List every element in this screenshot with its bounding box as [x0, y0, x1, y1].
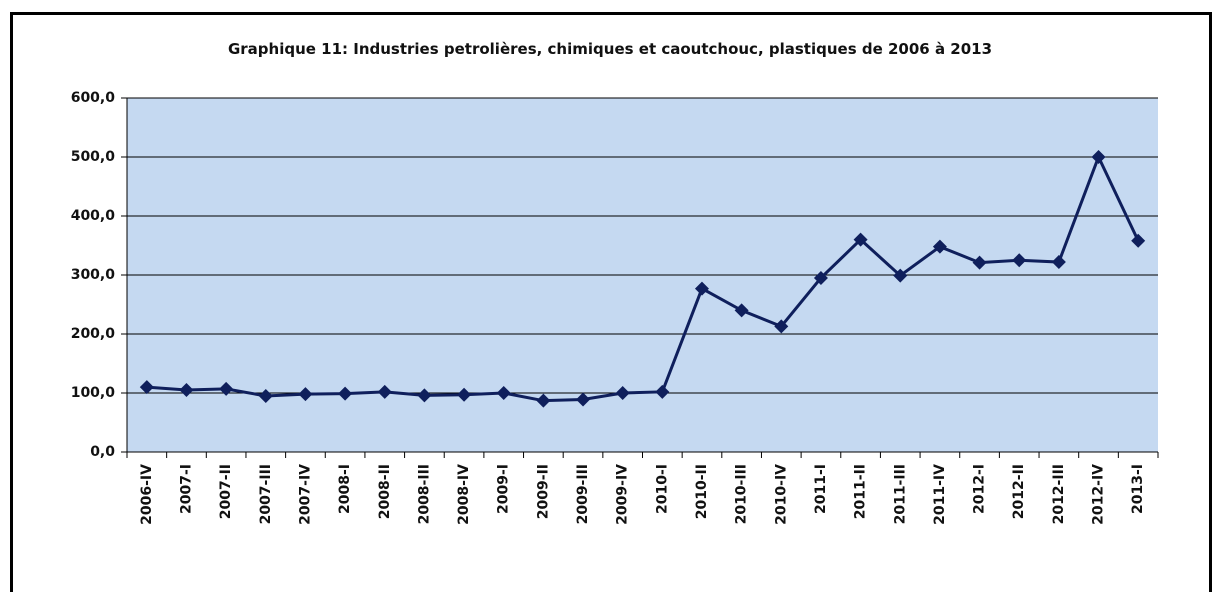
marker	[417, 388, 432, 403]
marker	[694, 281, 709, 296]
y-tick-label: 300,0	[71, 267, 116, 283]
marker	[655, 384, 670, 399]
frame	[10, 12, 1212, 592]
x-tick-label: 2008-IV	[456, 464, 472, 525]
y-tick-label: 400,0	[71, 208, 116, 224]
marker	[576, 392, 591, 407]
x-tick-label: 2012-I	[972, 464, 988, 514]
marker	[377, 384, 392, 399]
x-tick-label: 2012-III	[1051, 464, 1067, 524]
marker	[338, 386, 353, 401]
marker	[179, 383, 194, 398]
marker	[853, 232, 868, 247]
x-tick-label: 2009-I	[496, 464, 512, 514]
x-tick-label: 2008-II	[377, 464, 393, 519]
x-tick-label: 2008-III	[416, 464, 432, 524]
y-tick-label: 200,0	[71, 326, 116, 342]
y-tick-label: 600,0	[71, 90, 116, 106]
x-tick-label: 2011-III	[892, 464, 908, 524]
marker	[298, 387, 313, 402]
x-tick-label: 2007-IV	[297, 464, 313, 525]
marker	[1012, 253, 1027, 268]
x-tick-label: 2010-IV	[773, 464, 789, 525]
x-tick-label: 2011-IV	[932, 464, 948, 525]
x-tick-label: 2013-I	[1130, 464, 1146, 514]
marker	[774, 319, 789, 334]
marker	[813, 270, 828, 285]
marker	[1091, 150, 1106, 164]
marker	[219, 381, 234, 396]
marker	[972, 255, 987, 270]
x-tick-label: 2008-I	[337, 464, 353, 514]
marker	[932, 239, 947, 254]
x-tick-label: 2009-III	[575, 464, 591, 524]
marker	[536, 393, 551, 408]
y-tick-label: 500,0	[71, 149, 116, 165]
x-tick-label: 2010-III	[734, 464, 750, 524]
marker	[615, 386, 630, 400]
x-tick-label: 2012-II	[1011, 464, 1027, 519]
marker	[457, 387, 472, 402]
x-tick-label: 2011-I	[813, 464, 829, 514]
x-tick-label: 2007-I	[178, 464, 194, 514]
chart-title: Graphique 11: Industries petrolières, ch…	[227, 40, 993, 58]
marker	[734, 303, 749, 318]
marker	[139, 380, 154, 395]
y-tick-label: 0,0	[90, 444, 115, 460]
x-tick-label: 2007-II	[218, 464, 234, 519]
marker	[1051, 255, 1066, 270]
x-tick-label: 2007-III	[258, 464, 274, 524]
marker	[893, 268, 908, 283]
x-tick-label: 2010-II	[694, 464, 710, 519]
y-tick-label: 100,0	[71, 385, 116, 401]
x-tick-label: 2012-IV	[1091, 464, 1107, 525]
x-tick-label: 2009-II	[535, 464, 551, 519]
x-tick-label: 2011-II	[853, 464, 869, 519]
x-tick-label: 2010-I	[654, 464, 670, 514]
x-tick-label: 2006-IV	[139, 464, 155, 525]
x-tick-label: 2009-IV	[615, 464, 631, 525]
marker	[258, 388, 273, 403]
marker	[496, 386, 511, 400]
marker	[1131, 233, 1146, 248]
